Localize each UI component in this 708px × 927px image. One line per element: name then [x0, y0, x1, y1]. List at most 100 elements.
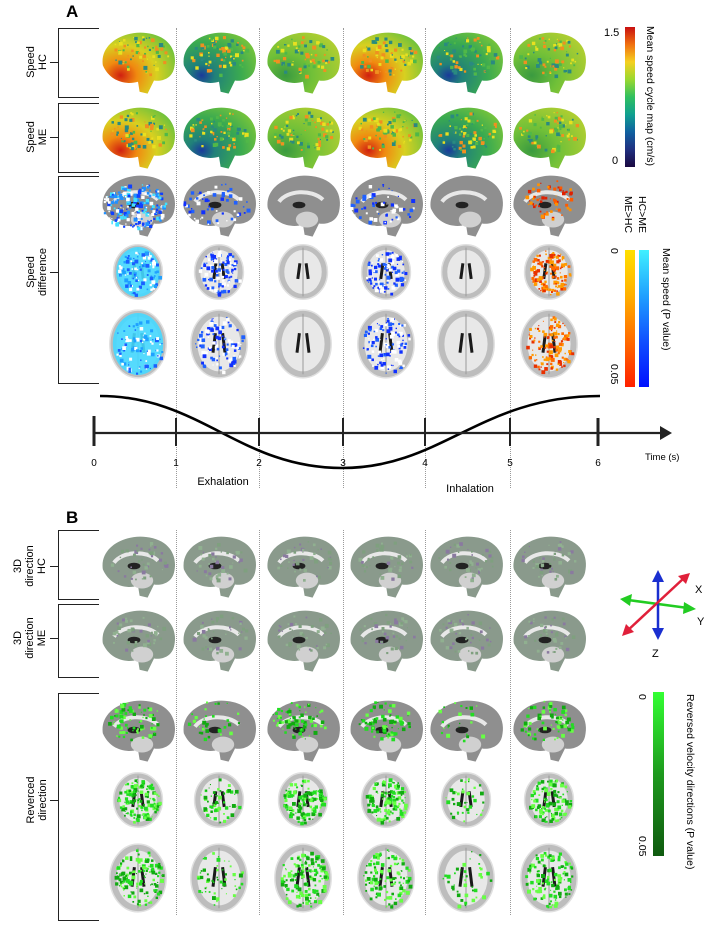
brain-image-r5-c0 — [98, 533, 178, 599]
brain-image-r4-c5 — [519, 308, 579, 380]
brain-image-r4-c0 — [108, 308, 168, 380]
time-divider-2 — [259, 28, 260, 488]
time-axis-label: Time (s) — [645, 452, 680, 463]
brain-image-r2-c0 — [98, 172, 178, 238]
pvalue-colorbar-label: Mean speed (P value) — [660, 248, 672, 351]
y-axis-arrow-right — [683, 602, 696, 614]
me-gt-hc-label: ME>HC — [622, 196, 634, 234]
row-label-speed-diff: Speed difference — [25, 247, 49, 297]
brain-image-r7-c2 — [263, 697, 343, 763]
brain-image-r9-c2 — [273, 842, 333, 914]
x-axis-line — [625, 577, 685, 633]
time-divider-2b — [259, 530, 260, 915]
brain-image-r0-c5 — [509, 29, 589, 95]
brain-image-r2-c1 — [179, 172, 259, 238]
brain-image-r5-c3 — [346, 533, 426, 599]
brain-image-r7-c4 — [426, 697, 506, 763]
brain-image-r9-c1 — [189, 842, 249, 914]
bracket-tick — [50, 566, 58, 567]
brain-image-r3-c2 — [277, 243, 329, 301]
brain-image-r8-c2 — [277, 771, 329, 829]
brain-image-r6-c5 — [509, 607, 589, 673]
brain-image-r1-c3 — [346, 104, 426, 170]
row-label-dir-me: 3D direction ME — [12, 617, 48, 659]
brain-image-r8-c3 — [360, 771, 412, 829]
brain-image-r7-c1 — [179, 697, 259, 763]
brain-image-r6-c0 — [98, 607, 178, 673]
axis-y-label: Y — [697, 616, 705, 628]
tick-label-1: 1 — [173, 458, 179, 469]
tick-label-2: 2 — [256, 458, 262, 469]
green-colorbar-bottom: 0.05 — [636, 836, 648, 857]
green-colorbar — [653, 692, 664, 856]
brain-image-r9-c0 — [108, 842, 168, 914]
brain-image-r3-c0 — [112, 243, 164, 301]
breathing-curve — [99, 394, 601, 470]
bracket-tick — [50, 62, 58, 63]
brain-image-r2-c5 — [509, 172, 589, 238]
z-axis-arrow-bottom — [652, 628, 664, 640]
speed-colorbar-min: 0 — [612, 155, 619, 167]
brain-image-r8-c4 — [440, 771, 492, 829]
hc-gt-me-colorbar — [639, 250, 649, 387]
speed-colorbar-max: 1.5 — [604, 27, 620, 39]
bracket-dir-me — [58, 604, 99, 678]
brain-image-r0-c0 — [98, 29, 178, 95]
time-divider-4 — [425, 28, 426, 488]
brain-image-r8-c0 — [112, 771, 164, 829]
brain-image-r1-c5 — [509, 104, 589, 170]
brain-image-r8-c5 — [523, 771, 575, 829]
axis-x-label: X — [695, 584, 703, 596]
brain-image-r0-c2 — [263, 29, 343, 95]
row-label-speed-hc: Speed HC — [25, 46, 49, 78]
brain-image-r5-c1 — [179, 533, 259, 599]
time-divider-3b — [343, 530, 344, 915]
brain-image-r1-c1 — [179, 104, 259, 170]
z-axis-arrow-top — [652, 570, 664, 582]
brain-image-r9-c5 — [519, 842, 579, 914]
brain-image-r9-c4 — [436, 842, 496, 914]
bracket-tick — [50, 800, 58, 801]
brain-image-r6-c2 — [263, 607, 343, 673]
brain-image-r0-c3 — [346, 29, 426, 95]
time-divider-5b — [510, 530, 511, 915]
pvalue-top: 0 — [608, 248, 620, 254]
panel-b-letter: B — [66, 508, 79, 527]
time-axis-arrow — [660, 426, 672, 440]
bracket-tick — [50, 272, 58, 273]
tick-label-0: 0 — [91, 458, 97, 469]
timeline — [92, 394, 672, 470]
bracket-dir-hc — [58, 530, 99, 600]
bracket-reversed — [58, 693, 99, 921]
green-colorbar-top: 0 — [636, 694, 648, 700]
brain-image-r8-c1 — [193, 771, 245, 829]
time-divider-5 — [510, 28, 511, 488]
brain-image-r4-c4 — [436, 308, 496, 380]
bracket-speed-diff — [58, 176, 99, 384]
pvalue-bottom: 0.05 — [608, 364, 620, 385]
tick-label-4: 4 — [422, 458, 428, 469]
time-divider-3 — [343, 28, 344, 488]
exhalation-label: Exhalation — [197, 476, 249, 488]
brain-image-r6-c1 — [179, 607, 259, 673]
hc-gt-me-label: HC>ME — [636, 196, 648, 234]
brain-image-r4-c2 — [273, 308, 333, 380]
row-label-dir-hc: 3D direction HC — [12, 545, 48, 587]
inhalation-label: Inhalation — [446, 483, 494, 495]
time-divider-1 — [176, 28, 177, 488]
bracket-speed-hc — [58, 28, 99, 98]
me-gt-hc-colorbar — [625, 250, 635, 387]
brain-image-r6-c3 — [346, 607, 426, 673]
brain-image-r1-c2 — [263, 104, 343, 170]
brain-image-r0-c4 — [426, 29, 506, 95]
brain-image-r4-c1 — [189, 308, 249, 380]
brain-image-r2-c4 — [426, 172, 506, 238]
brain-image-r2-c2 — [263, 172, 343, 238]
green-colorbar-label: Reversed velocity directions (P value) — [684, 694, 696, 870]
brain-image-r0-c1 — [179, 29, 259, 95]
time-divider-4b — [425, 530, 426, 915]
brain-image-r7-c5 — [509, 697, 589, 763]
brain-image-r5-c5 — [509, 533, 589, 599]
brain-image-r7-c0 — [98, 697, 178, 763]
brain-image-r5-c4 — [426, 533, 506, 599]
